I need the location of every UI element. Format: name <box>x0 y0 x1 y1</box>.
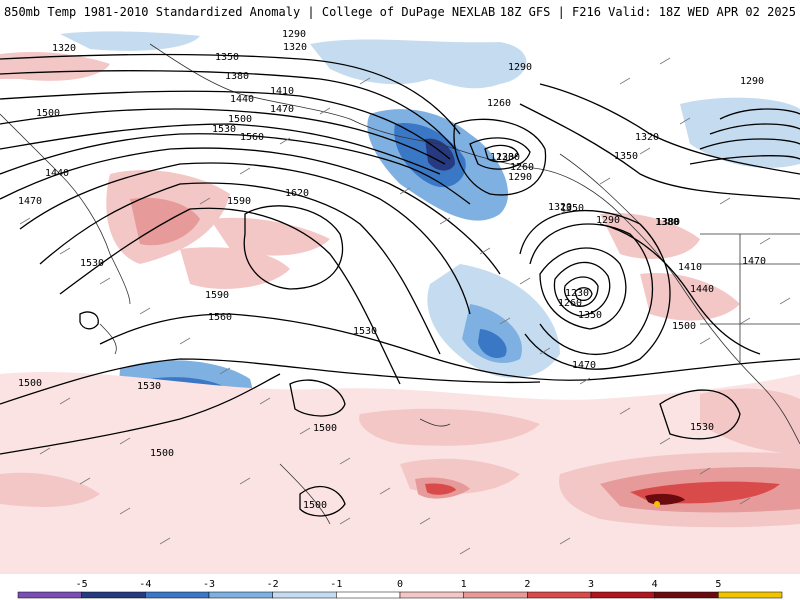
contour-label: 1500 <box>303 500 327 511</box>
contour-label: 1380 <box>655 217 679 228</box>
contour-label: 1290 <box>740 76 764 87</box>
contour-label: 1470 <box>270 104 294 115</box>
map-title: 850mb Temp 1981-2010 Standardized Anomal… <box>4 5 496 19</box>
contour-label: 1410 <box>270 86 294 97</box>
contour-label: 1470 <box>742 256 766 267</box>
contour-label: 1560 <box>240 132 264 143</box>
colorbar-tick-label: -2 <box>267 579 279 590</box>
contour-label: 1500 <box>313 423 337 434</box>
contour-label: 1350 <box>215 52 239 63</box>
contour-label: 1320 <box>635 132 659 143</box>
contour-label: 1410 <box>678 262 702 273</box>
colorbar-swatches <box>17 591 783 599</box>
colorbar-tick-label: -1 <box>330 579 342 590</box>
colorbar-swatch <box>272 591 337 599</box>
contour-label: 1260 <box>487 98 511 109</box>
colorbar-swatch <box>718 591 783 599</box>
contour-label: 1230 <box>490 152 514 163</box>
contour-label: 1530 <box>690 422 714 433</box>
wind-barbs <box>19 57 791 555</box>
colorbar-tick-label: -3 <box>203 579 215 590</box>
contour-label: 1560 <box>208 312 232 323</box>
contour-label: 1500 <box>228 114 252 125</box>
colorbar-tick-label: -4 <box>139 579 151 590</box>
colorbar-swatch <box>399 591 464 599</box>
contour-label: 1260 <box>558 298 582 309</box>
contour-label: 1230 <box>565 288 589 299</box>
colorbar-swatch <box>654 591 719 599</box>
contour-label: 1290 <box>508 62 532 73</box>
colorbar-tick-label: 2 <box>524 579 530 590</box>
contour-label: 1440 <box>45 168 69 179</box>
colorbar-swatch <box>590 591 655 599</box>
contour-label: 1350 <box>578 310 602 321</box>
contour-label: 1530 <box>212 124 236 135</box>
contour-label: 1500 <box>672 321 696 332</box>
contour-label: 1530 <box>353 326 377 337</box>
contour-label: 1440 <box>690 284 714 295</box>
contour-label: 1620 <box>285 188 309 199</box>
colorbar-tick-label: 1 <box>461 579 467 590</box>
contour-label: 1590 <box>205 290 229 301</box>
weather-map: 1290 1320 1350 1380 1410 1440 1470 1500 … <box>0 24 800 574</box>
contour-label: 1350 <box>614 151 638 162</box>
colorbar-tick-label: 4 <box>652 579 658 590</box>
contour-label: 1260 <box>510 162 534 173</box>
valid-time: 18Z GFS | F216 Valid: 18Z WED APR 02 202… <box>499 5 796 19</box>
contour-label: 1590 <box>227 196 251 207</box>
contour-label: 1290 <box>508 172 532 183</box>
colorbar-swatch <box>208 591 273 599</box>
contour-label: 1380 <box>225 71 249 82</box>
colorbar: -5 -4 -3 -2 -1 0 1 2 3 4 5 <box>0 574 800 600</box>
contour-label: 1290 <box>282 29 306 40</box>
contour-label: 1500 <box>18 378 42 389</box>
colorbar-tick-label: 3 <box>588 579 594 590</box>
contour-label: 1320 <box>548 202 572 213</box>
colorbar-tick-label: 0 <box>397 579 403 590</box>
contour-label: 1380 <box>656 217 680 228</box>
header-bar: 850mb Temp 1981-2010 Standardized Anomal… <box>0 0 800 24</box>
colorbar-swatch <box>17 591 82 599</box>
contour-label: 1320 <box>52 43 76 54</box>
contour-label: 1500 <box>150 448 174 459</box>
contour-label: 1470 <box>18 196 42 207</box>
colorbar-tick-label: -5 <box>76 579 88 590</box>
colorbar-swatch <box>527 591 592 599</box>
colorbar-tick-label: 5 <box>715 579 721 590</box>
colorbar-swatch <box>463 591 528 599</box>
contour-label: 1530 <box>80 258 104 269</box>
colorbar-swatch <box>145 591 210 599</box>
contour-label: 1290 <box>596 215 620 226</box>
colorbar-swatch <box>336 591 401 599</box>
contour-label: 1350 <box>560 203 584 214</box>
height-contours <box>0 53 800 517</box>
contour-label: 1230 <box>496 152 520 163</box>
colorbar-ticks: -5 -4 -3 -2 -1 0 1 2 3 4 5 <box>76 579 722 590</box>
colorbar-swatch <box>81 591 146 599</box>
contour-label: 1440 <box>230 94 254 105</box>
positive-anomaly-shading <box>0 52 800 574</box>
contour-labels: 1290 1320 1350 1380 1410 1440 1470 1500 … <box>18 29 766 511</box>
contour-label: 1320 <box>283 42 307 53</box>
contour-label: 1470 <box>572 360 596 371</box>
contour-label: 1530 <box>137 381 161 392</box>
contour-label: 1500 <box>36 108 60 119</box>
